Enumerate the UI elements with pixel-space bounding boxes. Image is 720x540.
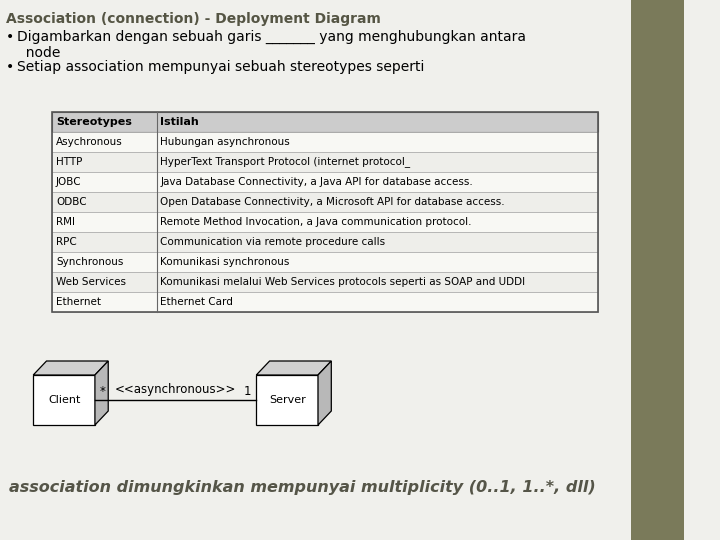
Bar	[53, 132, 598, 152]
Text: Digambarkan dengan sebuah garis _______ yang menghubungkan antara: Digambarkan dengan sebuah garis _______ …	[17, 30, 526, 44]
Text: Istilah: Istilah	[161, 117, 199, 127]
Bar	[53, 152, 598, 172]
Bar	[256, 375, 318, 425]
Text: association dimungkinkan mempunyai multiplicity (0..1, 1..*, dll): association dimungkinkan mempunyai multi…	[9, 480, 596, 495]
Bar	[53, 112, 598, 132]
Text: Open Database Connectivity, a Microsoft API for database access.: Open Database Connectivity, a Microsoft …	[161, 197, 505, 207]
Bar	[631, 0, 683, 540]
Text: JOBC: JOBC	[56, 177, 81, 187]
Text: HyperText Transport Protocol (internet protocol_: HyperText Transport Protocol (internet p…	[161, 157, 410, 167]
Text: Stereotypes: Stereotypes	[56, 117, 132, 127]
Text: Java Database Connectivity, a Java API for database access.: Java Database Connectivity, a Java API f…	[161, 177, 473, 187]
Bar	[53, 232, 598, 252]
Polygon shape	[33, 361, 108, 375]
Text: Client: Client	[48, 395, 80, 405]
Text: <<asynchronous>>: <<asynchronous>>	[115, 383, 236, 396]
Bar	[53, 252, 598, 272]
Text: Asychronous: Asychronous	[56, 137, 122, 147]
Text: node: node	[17, 46, 60, 60]
Text: Server: Server	[269, 395, 305, 405]
Text: Setiap association mempunyai sebuah stereotypes seperti: Setiap association mempunyai sebuah ster…	[17, 60, 425, 74]
Text: •: •	[6, 60, 14, 74]
Text: Ethernet Card: Ethernet Card	[161, 297, 233, 307]
Polygon shape	[95, 361, 108, 425]
Text: Communication via remote procedure calls: Communication via remote procedure calls	[161, 237, 385, 247]
Text: RPC: RPC	[56, 237, 77, 247]
Bar	[53, 112, 598, 312]
Bar	[53, 172, 598, 192]
Polygon shape	[318, 361, 331, 425]
Bar	[53, 292, 598, 312]
Text: Association (connection) - Deployment Diagram: Association (connection) - Deployment Di…	[6, 12, 381, 26]
Text: HTTP: HTTP	[56, 157, 82, 167]
Text: 1: 1	[244, 385, 251, 398]
Text: Hubungan asynchronous: Hubungan asynchronous	[161, 137, 290, 147]
Text: ODBC: ODBC	[56, 197, 86, 207]
Polygon shape	[256, 361, 331, 375]
Text: Synchronous: Synchronous	[56, 257, 123, 267]
Text: Komunikasi synchronous: Komunikasi synchronous	[161, 257, 290, 267]
Text: Komunikasi melalui Web Services protocols seperti as SOAP and UDDI: Komunikasi melalui Web Services protocol…	[161, 277, 526, 287]
Bar	[33, 375, 95, 425]
Text: Ethernet: Ethernet	[56, 297, 101, 307]
Text: Web Services: Web Services	[56, 277, 126, 287]
Text: RMI: RMI	[56, 217, 75, 227]
Text: Remote Method Invocation, a Java communication protocol.: Remote Method Invocation, a Java communi…	[161, 217, 472, 227]
Bar	[53, 272, 598, 292]
Text: *: *	[99, 385, 106, 398]
Bar	[53, 192, 598, 212]
Bar	[53, 212, 598, 232]
Text: •: •	[6, 30, 14, 44]
